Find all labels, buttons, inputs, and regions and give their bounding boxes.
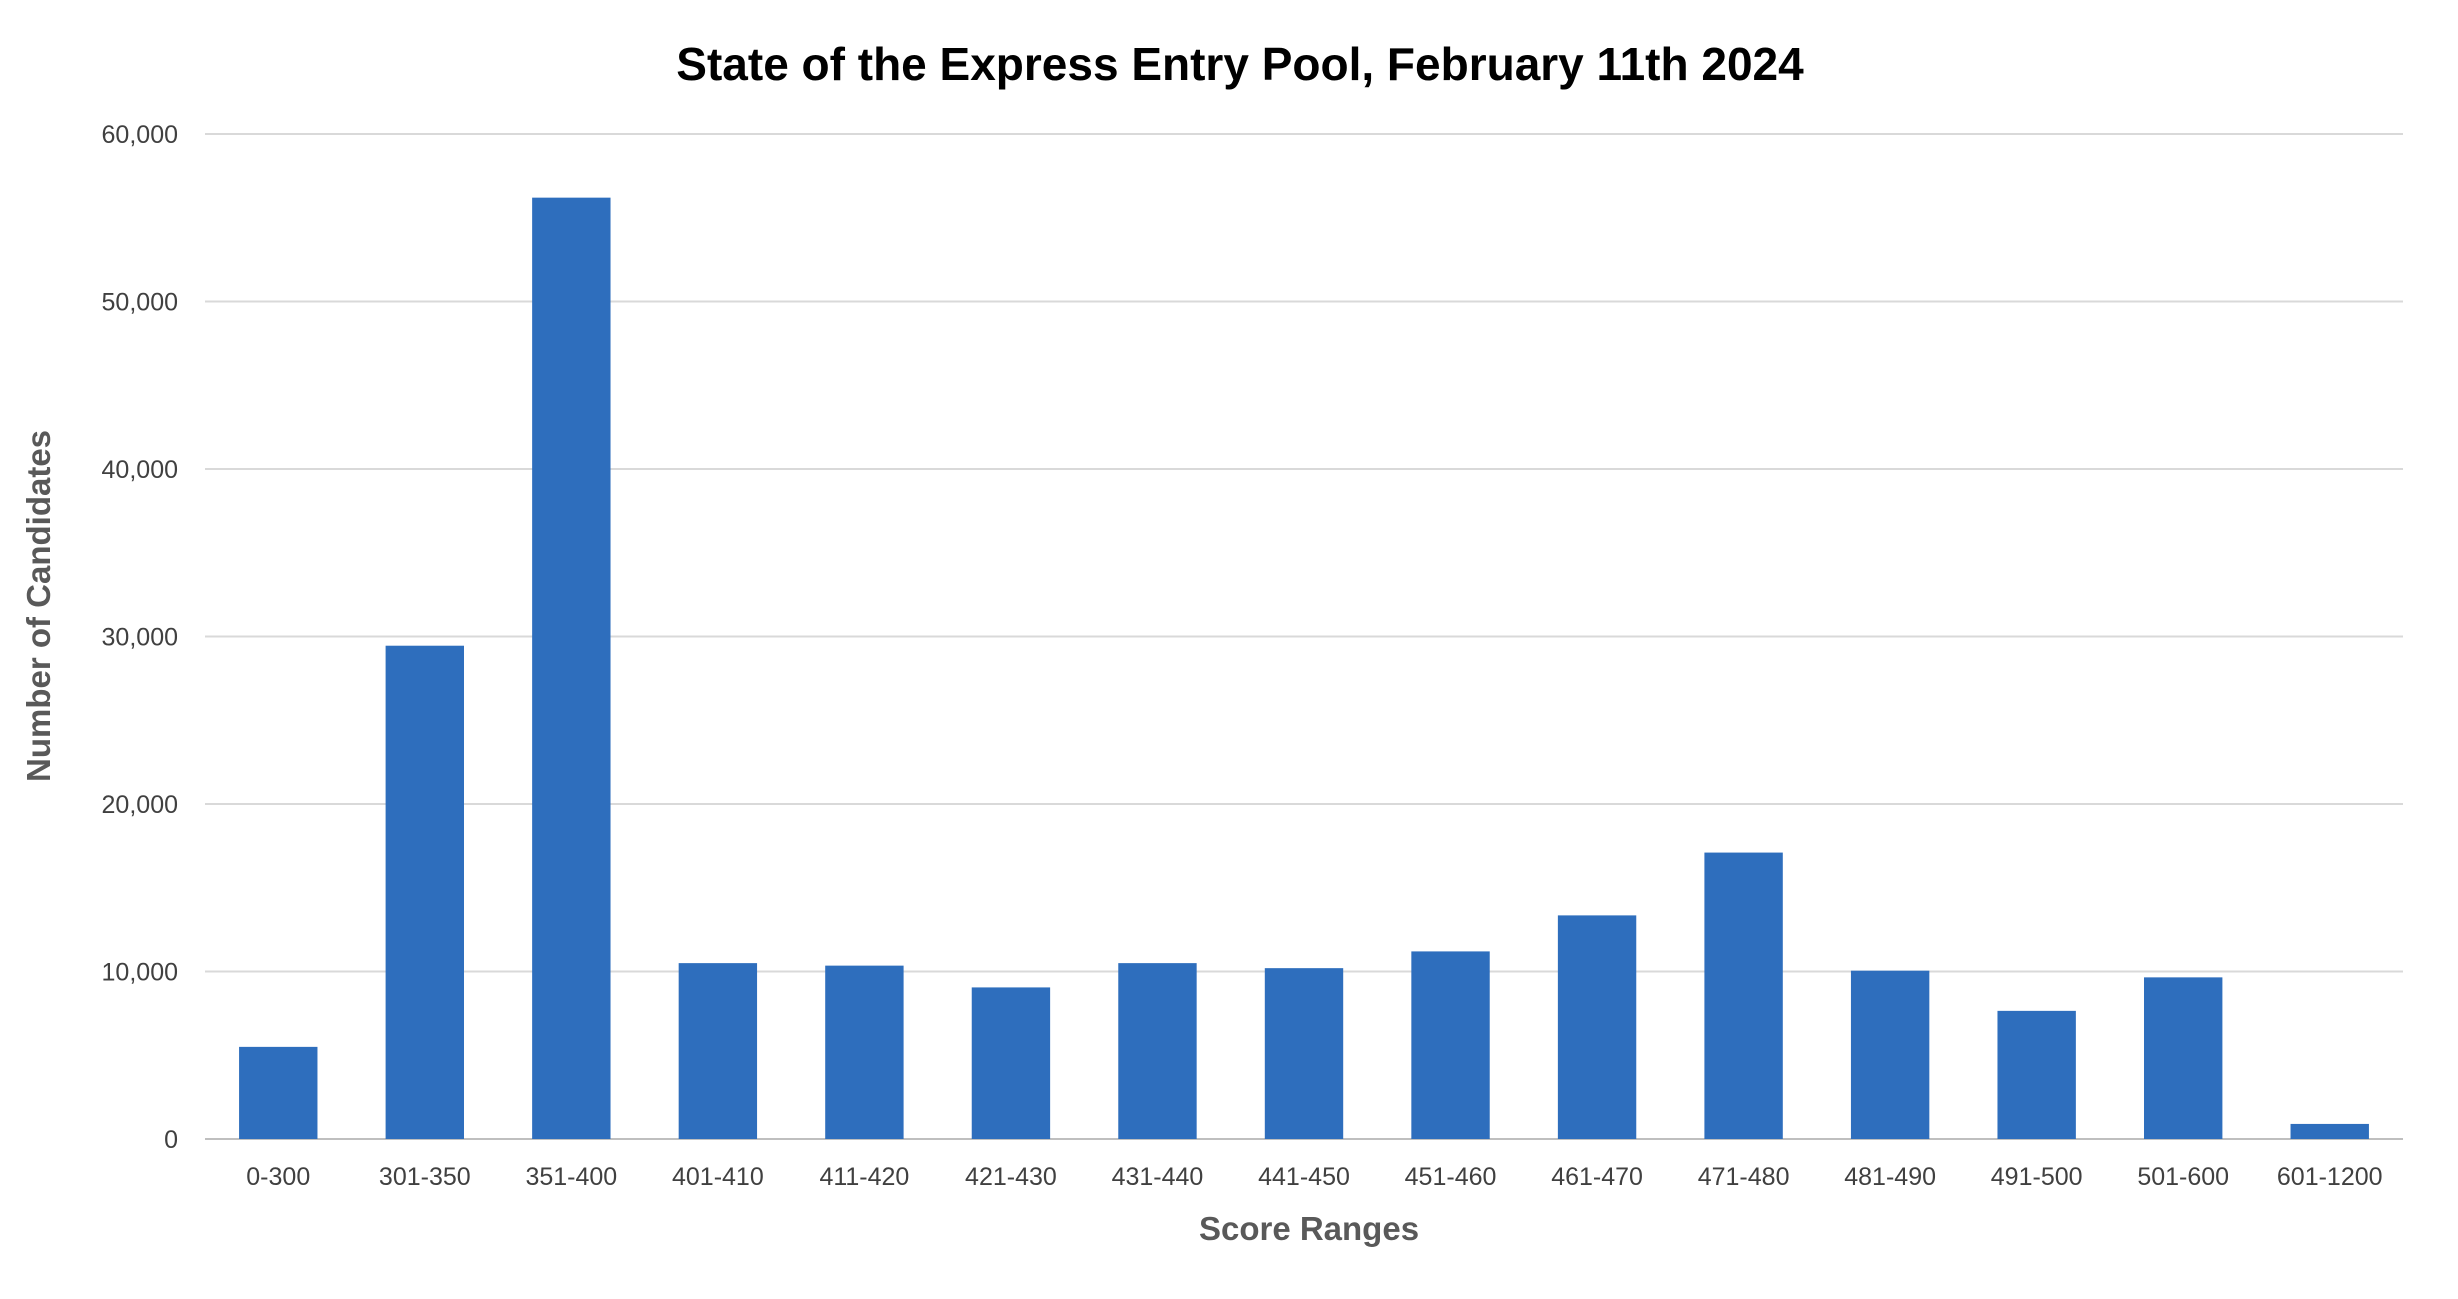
x-tick-label: 461-470 — [1551, 1163, 1643, 1191]
bar-441-450 — [1264, 968, 1344, 1139]
x-tick-label: 501-600 — [2137, 1163, 2229, 1191]
x-tick-label: 301-350 — [379, 1163, 471, 1191]
y-tick-label: 60,000 — [102, 121, 178, 149]
bar-351-400 — [532, 197, 611, 1139]
bar-471-480 — [1704, 852, 1783, 1139]
x-axis-tick-labels: 0-300 301-350 351-400 401-410 411-420 421-430… — [246, 1163, 2382, 1191]
bar-451-460 — [1411, 951, 1490, 1139]
x-tick-label: 411-420 — [819, 1163, 909, 1191]
x-tick-label: 401-410 — [672, 1163, 764, 1191]
x-tick-label: 441-450 — [1258, 1163, 1350, 1191]
bar-431-440 — [1118, 963, 1197, 1139]
y-tick-label: 40,000 — [102, 456, 178, 484]
y-tick-label: 20,000 — [102, 791, 178, 819]
y-axis-tick-labels: 0 10,000 20,000 30,000 40,000 50,000 60,000 — [102, 121, 178, 1154]
bar-461-470 — [1557, 915, 1637, 1139]
bar-601-1200 — [2290, 1123, 2369, 1139]
bar-411-420 — [825, 965, 904, 1139]
bar-421-430 — [971, 987, 1051, 1139]
y-tick-label: 50,000 — [102, 289, 178, 317]
y-tick-label: 10,000 — [102, 959, 178, 987]
y-tick-label: 0 — [164, 1126, 178, 1154]
y-axis-title: Number of Candidates — [20, 430, 57, 782]
x-tick-label: 351-400 — [525, 1163, 617, 1191]
bar-501-600 — [2144, 977, 2223, 1139]
bar-301-350 — [385, 645, 464, 1139]
bar-401-410 — [678, 963, 758, 1139]
x-tick-label: 431-440 — [1112, 1163, 1204, 1191]
chart-title: State of the Express Entry Pool, Februar… — [676, 38, 1804, 90]
bar-491-500 — [1997, 1010, 2076, 1139]
y-tick-label: 30,000 — [102, 624, 178, 652]
x-tick-label: 0-300 — [246, 1163, 310, 1191]
bar-481-490 — [1850, 970, 1930, 1139]
bar-0-300 — [239, 1046, 318, 1139]
x-tick-label: 421-430 — [965, 1163, 1057, 1191]
x-axis-title: Score Ranges — [1199, 1210, 1419, 1247]
x-tick-label: 601-1200 — [2277, 1163, 2383, 1191]
x-tick-label: 471-480 — [1698, 1163, 1790, 1191]
bars — [239, 197, 2369, 1139]
x-tick-label: 451-460 — [1405, 1163, 1497, 1191]
x-tick-label: 481-490 — [1844, 1163, 1936, 1191]
x-tick-label: 491-500 — [1991, 1163, 2083, 1191]
